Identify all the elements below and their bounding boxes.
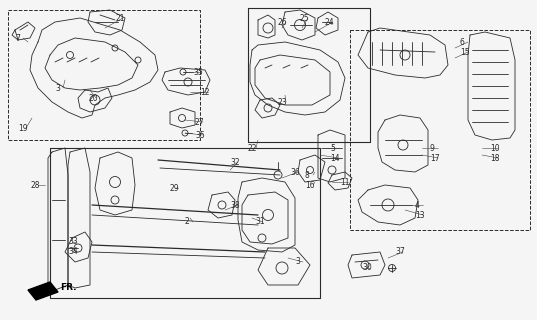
Text: 20: 20 [88,93,98,102]
Text: 33: 33 [68,237,78,246]
Text: 37: 37 [395,247,405,257]
Text: 2: 2 [185,218,190,227]
Text: 22: 22 [248,143,258,153]
Text: 13: 13 [415,211,425,220]
Text: 16: 16 [305,180,315,189]
Text: 15: 15 [460,47,470,57]
Text: 9: 9 [430,143,435,153]
Text: 12: 12 [200,87,209,97]
Text: 3: 3 [295,258,300,267]
Text: 18: 18 [490,154,499,163]
Text: 30: 30 [362,263,372,273]
Text: 38: 38 [230,201,240,210]
Text: 10: 10 [490,143,499,153]
Text: 34: 34 [68,247,78,257]
Text: 26: 26 [278,18,288,27]
Text: FR.: FR. [60,284,76,292]
Text: 8: 8 [305,171,310,180]
Text: 4: 4 [415,201,420,210]
Text: 19: 19 [18,124,27,132]
Text: 17: 17 [430,154,440,163]
Text: 31: 31 [255,218,265,227]
Text: 28: 28 [30,180,40,189]
Text: 21: 21 [115,13,125,22]
Text: 5: 5 [330,143,335,153]
Polygon shape [28,282,58,300]
Text: 7: 7 [15,34,20,43]
Text: 11: 11 [340,178,350,187]
Text: 35: 35 [195,131,205,140]
Text: 14: 14 [330,154,339,163]
Text: 35: 35 [193,68,203,76]
Text: 27: 27 [195,117,205,126]
Text: 32: 32 [230,157,240,166]
Text: 24: 24 [325,18,335,27]
Text: 25: 25 [300,13,310,22]
Text: 36: 36 [290,167,300,177]
Text: 29: 29 [170,183,179,193]
Text: 23: 23 [278,98,288,107]
Text: 3: 3 [55,84,60,92]
Text: 6: 6 [460,37,465,46]
